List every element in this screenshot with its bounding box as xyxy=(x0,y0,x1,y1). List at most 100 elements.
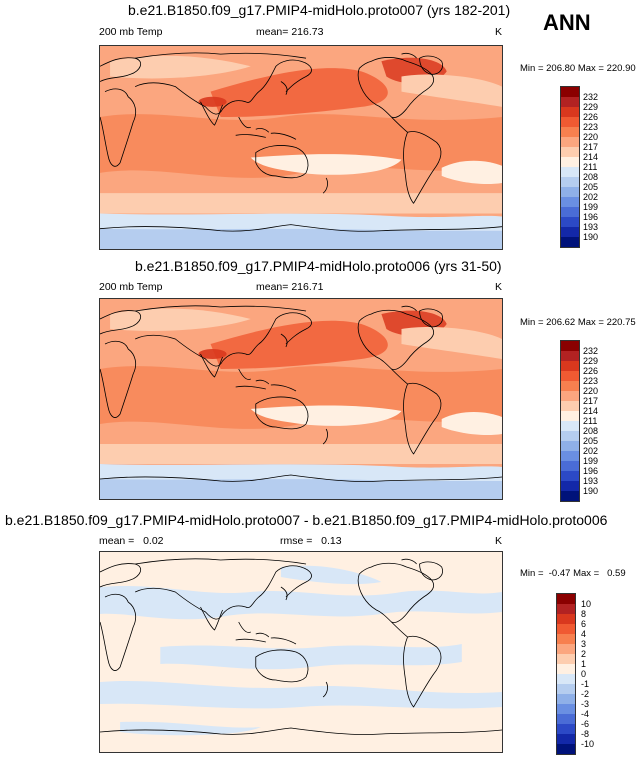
colorbar-tick-label: 193 xyxy=(583,222,599,232)
season-label: ANN xyxy=(543,10,591,35)
colorbar-tick-label: -8 xyxy=(581,729,590,739)
colorbar-tick-label: 217 xyxy=(583,396,599,406)
colorbar-swatch xyxy=(561,207,579,217)
colorbar-swatch xyxy=(557,654,575,664)
panel-1-colorbar-labels: 232 229 226 223 220 217 214 211 208 205 202 199 196 1… xyxy=(583,92,598,242)
panel-3-map xyxy=(99,551,503,753)
colorbar-tick-label: 217 xyxy=(583,142,599,152)
panel-1-title: b.e21.B1850.f09_g17.PMIP4-midHolo.proto0… xyxy=(128,2,511,18)
colorbar-swatch xyxy=(561,481,579,491)
colorbar-swatch xyxy=(561,117,579,127)
colorbar-swatch xyxy=(557,664,575,674)
colorbar-swatch xyxy=(557,674,575,684)
colorbar-tick-label: 214 xyxy=(583,406,599,416)
colorbar-swatch xyxy=(561,471,579,481)
colorbar-swatch xyxy=(561,451,579,461)
colorbar-swatch xyxy=(557,594,575,604)
colorbar-tick-label: 220 xyxy=(583,386,599,396)
panel-2-minmax: Min = 206.62 Max = 220.75 xyxy=(520,317,636,328)
colorbar-swatch xyxy=(561,127,579,137)
panel-3-colorbar xyxy=(556,593,576,755)
colorbar-tick-label: 199 xyxy=(583,456,599,466)
colorbar-swatch xyxy=(561,441,579,451)
colorbar-tick-label: 226 xyxy=(583,366,599,376)
panel-3-units: K xyxy=(495,535,503,547)
panel-3-colorbar-labels: 10 8 6 4 3 2 1 0 -1 -2 -3 -4 -6 -8 -10 xyxy=(581,599,594,749)
colorbar-swatch xyxy=(561,371,579,381)
colorbar-tick-label: 208 xyxy=(583,172,599,182)
panel-2-mean: mean= 216.71 xyxy=(256,281,324,293)
colorbar-swatch xyxy=(561,217,579,227)
panel-2-colorbar xyxy=(560,340,580,502)
colorbar-swatch xyxy=(561,147,579,157)
colorbar-tick-label: 3 xyxy=(581,639,587,649)
colorbar-swatch xyxy=(557,624,575,634)
colorbar-swatch xyxy=(561,411,579,421)
colorbar-tick-label: 2 xyxy=(581,649,587,659)
colorbar-swatch xyxy=(561,227,579,237)
colorbar-tick-label: 199 xyxy=(583,202,599,212)
colorbar-swatch xyxy=(561,177,579,187)
panel-2-map xyxy=(99,298,503,500)
colorbar-tick-label: -2 xyxy=(581,689,590,699)
colorbar-tick-label: 6 xyxy=(581,619,587,629)
panel-3-rmse: rmse = 0.13 xyxy=(280,535,342,547)
colorbar-swatch xyxy=(557,714,575,724)
colorbar-swatch xyxy=(561,341,579,351)
colorbar-tick-label: 1 xyxy=(581,659,587,669)
colorbar-tick-label: 211 xyxy=(583,162,598,172)
colorbar-swatch xyxy=(557,614,575,624)
colorbar-swatch xyxy=(561,137,579,147)
colorbar-swatch xyxy=(561,97,579,107)
colorbar-swatch xyxy=(557,724,575,734)
colorbar-tick-label: 10 xyxy=(581,599,592,609)
colorbar-swatch xyxy=(557,644,575,654)
colorbar-tick-label: -3 xyxy=(581,699,590,709)
colorbar-tick-label: 223 xyxy=(583,122,599,132)
panel-2-units: K xyxy=(495,281,503,293)
colorbar-swatch xyxy=(557,704,575,714)
colorbar-tick-label: -6 xyxy=(581,719,590,729)
panel-1-mean: mean= 216.73 xyxy=(256,26,324,38)
colorbar-swatch xyxy=(561,461,579,471)
colorbar-swatch xyxy=(557,604,575,614)
colorbar-swatch xyxy=(557,734,575,744)
colorbar-tick-label: 214 xyxy=(583,152,599,162)
colorbar-swatch xyxy=(561,381,579,391)
colorbar-swatch xyxy=(561,431,579,441)
colorbar-swatch xyxy=(561,87,579,97)
colorbar-tick-label: 196 xyxy=(583,466,599,476)
colorbar-swatch xyxy=(561,391,579,401)
panel-2-title: b.e21.B1850.f09_g17.PMIP4-midHolo.proto0… xyxy=(135,258,502,274)
panel-3-minmax: Min = -0.47 Max = 0.59 xyxy=(520,568,626,579)
colorbar-swatch xyxy=(561,421,579,431)
colorbar-swatch xyxy=(561,491,579,501)
colorbar-swatch xyxy=(561,361,579,371)
panel-1-units: K xyxy=(495,26,503,38)
panel-1-map xyxy=(99,45,503,250)
colorbar-tick-label: 208 xyxy=(583,426,599,436)
colorbar-tick-label: 229 xyxy=(583,356,599,366)
colorbar-tick-label: 232 xyxy=(583,92,599,102)
colorbar-swatch xyxy=(561,167,579,177)
colorbar-swatch xyxy=(561,237,579,247)
colorbar-swatch xyxy=(561,157,579,167)
colorbar-tick-label: 196 xyxy=(583,212,599,222)
colorbar-tick-label: 232 xyxy=(583,346,599,356)
colorbar-tick-label: 193 xyxy=(583,476,599,486)
panel-2-colorbar-labels: 232 229 226 223 220 217 214 211 208 205 202 199 196 1… xyxy=(583,346,598,496)
colorbar-tick-label: 205 xyxy=(583,436,599,446)
colorbar-tick-label: 0 xyxy=(581,669,587,679)
colorbar-swatch xyxy=(561,197,579,207)
colorbar-swatch xyxy=(557,744,575,754)
colorbar-tick-label: 4 xyxy=(581,629,587,639)
colorbar-tick-label: -1 xyxy=(581,679,590,689)
colorbar-swatch xyxy=(561,187,579,197)
colorbar-tick-label: 202 xyxy=(583,446,599,456)
colorbar-swatch xyxy=(561,401,579,411)
colorbar-swatch xyxy=(561,351,579,361)
colorbar-tick-label: 229 xyxy=(583,102,599,112)
colorbar-tick-label: 190 xyxy=(583,232,599,242)
colorbar-swatch xyxy=(561,107,579,117)
colorbar-swatch xyxy=(557,694,575,704)
